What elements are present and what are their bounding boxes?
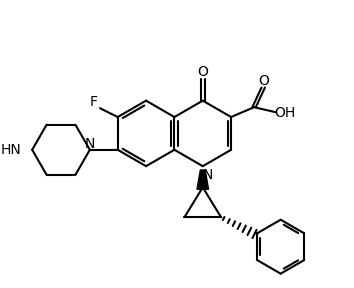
Text: O: O [197,65,208,79]
Text: OH: OH [274,106,296,120]
Text: N: N [202,168,213,182]
Text: HN: HN [1,143,22,157]
Text: F: F [89,95,97,109]
Text: N: N [85,137,95,151]
Polygon shape [197,170,209,189]
Text: O: O [258,74,269,88]
